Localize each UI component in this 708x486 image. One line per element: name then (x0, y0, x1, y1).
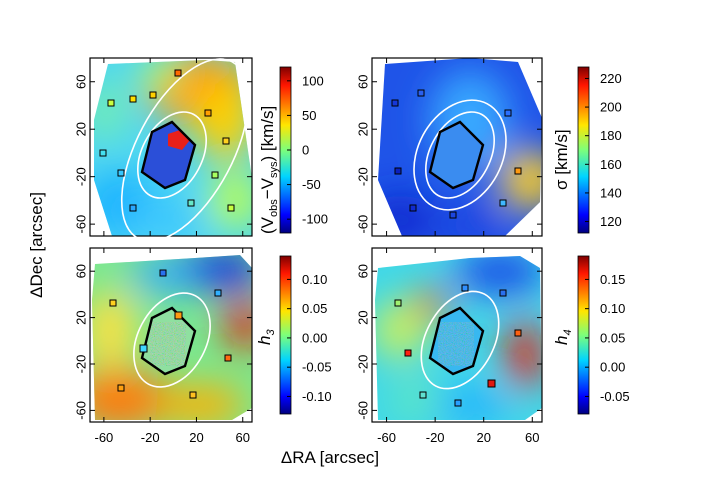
x-axis-label: ΔRA [arcsec] (281, 448, 379, 467)
colorbar-tick-label: 0.00 (302, 330, 327, 345)
y-tick-label: 20 (355, 122, 370, 136)
colorbar-tick-label: 0.15 (600, 272, 625, 287)
y-tick-label: -20 (73, 355, 88, 374)
y-tick-label: -60 (355, 401, 370, 420)
velocity-field-map (94, 60, 252, 236)
colorbar-tick-label: 120 (600, 214, 622, 229)
colorbar-tick-label: -0.05 (600, 389, 630, 404)
colorbar-label-velocity: (Vobs−Vsys) [km/s] (258, 106, 280, 234)
panel-velocity (89, 57, 253, 242)
y-tick-label: 60 (73, 74, 88, 88)
panel-h3 (89, 247, 253, 423)
x-tick-label: 20 (189, 430, 203, 445)
colorbar-tick-label: 140 (600, 185, 622, 200)
x-tick-label: -60 (377, 430, 396, 445)
ticks-layer: 60 20 -20 -60 60 20 -20 -60 -60 -20 20 60 60 20 -20 -60… (73, 58, 630, 445)
colorbar-tick-label: 0 (302, 143, 309, 158)
colorbar-tick-label: 0.05 (302, 301, 327, 316)
y-tick-label: 20 (73, 310, 88, 324)
colorbar-tick-label: 50 (302, 108, 316, 123)
colorbar-dispersion (577, 66, 590, 234)
x-tick-label: 60 (525, 430, 539, 445)
x-tick-label: -20 (426, 430, 445, 445)
x-tick-label: 20 (476, 430, 490, 445)
colorbar-tick-label: -100 (302, 212, 328, 227)
colorbar-tick-label: -0.05 (302, 360, 332, 375)
y-tick-label: -20 (73, 167, 88, 186)
y-tick-label: 60 (355, 74, 370, 88)
colorbar-tick-label: 160 (600, 157, 622, 172)
y-tick-label: -60 (355, 215, 370, 234)
y-tick-label: -20 (355, 167, 370, 186)
panel-h4 (371, 247, 543, 423)
y-tick-label: 20 (355, 310, 370, 324)
y-tick-label: 20 (73, 122, 88, 136)
x-tick-label: -20 (141, 430, 160, 445)
y-tick-label: -20 (355, 355, 370, 374)
colorbar-tick-label: 200 (600, 100, 622, 115)
y-tick-label: -60 (73, 401, 88, 420)
colorbar-label-h3: h3 (255, 329, 277, 345)
colorbar-tick-label: 100 (302, 73, 324, 88)
y-tick-label: 60 (73, 264, 88, 278)
h4-field-map (375, 256, 542, 420)
colorbar-h4 (577, 255, 590, 415)
colorbar-tick-label: 0.05 (600, 330, 625, 345)
colorbar-h3 (279, 255, 292, 415)
colorbar-tick-label: 220 (600, 71, 622, 86)
colorbar-label-dispersion: σ [km/s] (552, 129, 571, 190)
y-tick-label: 60 (355, 264, 370, 278)
panel-dispersion (371, 57, 543, 237)
colorbar-tick-label: 0.10 (302, 272, 327, 287)
y-axis-label: ΔDec [arcsec] (27, 192, 46, 298)
y-tick-label: -60 (73, 215, 88, 234)
colorbar-tick-label: 180 (600, 128, 622, 143)
colorbar-tick-label: 0.10 (600, 301, 625, 316)
x-tick-label: -60 (94, 430, 113, 445)
colorbar-tick-label: -0.10 (302, 389, 332, 404)
colorbar-tick-label: 0.00 (600, 360, 625, 375)
colorbar-tick-label: -50 (302, 177, 321, 192)
x-tick-label: 60 (236, 430, 250, 445)
colorbar-label-h4: h4 (552, 329, 574, 345)
